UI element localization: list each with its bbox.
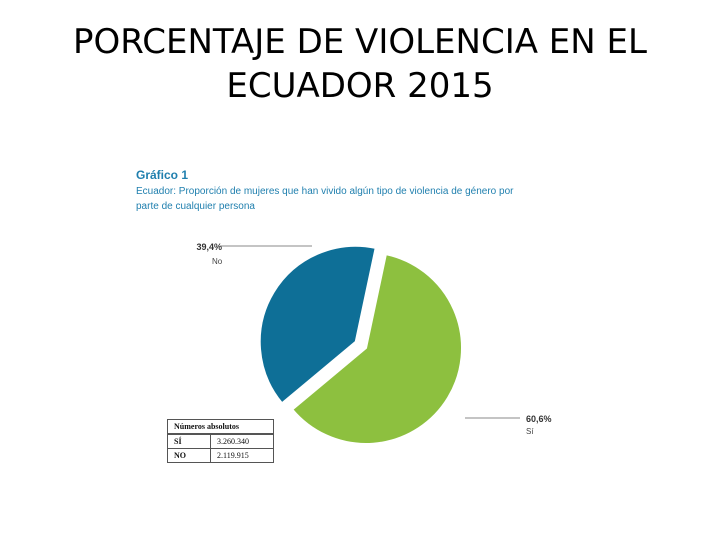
table-row: SÍ 3.260.340 <box>167 433 274 449</box>
slice-percent-label: 39,4% <box>196 242 222 252</box>
pie-chart: 60,6% Sí 39,4% No <box>196 242 552 445</box>
slide-title: PORCENTAJE DE VIOLENCIA EN EL ECUADOR 20… <box>40 20 680 108</box>
table-header: Números absolutos <box>167 419 274 435</box>
table-row-label: SÍ <box>167 433 211 449</box>
figure-subtitle: Ecuador: Proporción de mujeres que han v… <box>136 186 514 212</box>
figure-heading: Gráfico 1 <box>136 168 189 182</box>
absolute-numbers-table: Números absolutos SÍ 3.260.340 NO 2.119.… <box>167 419 274 463</box>
table-row-value: 2.119.915 <box>210 448 274 463</box>
pie-slice-no <box>258 244 377 405</box>
slice-category-label: Sí <box>526 427 534 436</box>
chart-figure: 60,6% Sí 39,4% No Gráfico 1 Ecuador: Propor… <box>130 160 570 480</box>
pie-slice-si <box>290 252 463 445</box>
slice-category-label: No <box>212 257 223 266</box>
table-header-row: Números absolutos <box>167 419 274 435</box>
table-row-value: 3.260.340 <box>210 433 274 449</box>
slide-title-line2: ECUADOR 2015 <box>226 66 494 106</box>
table-row-label: NO <box>167 448 211 463</box>
slice-percent-label: 60,6% <box>526 414 552 424</box>
slide-title-line1: PORCENTAJE DE VIOLENCIA EN EL <box>73 22 647 62</box>
table-row: NO 2.119.915 <box>167 448 274 463</box>
